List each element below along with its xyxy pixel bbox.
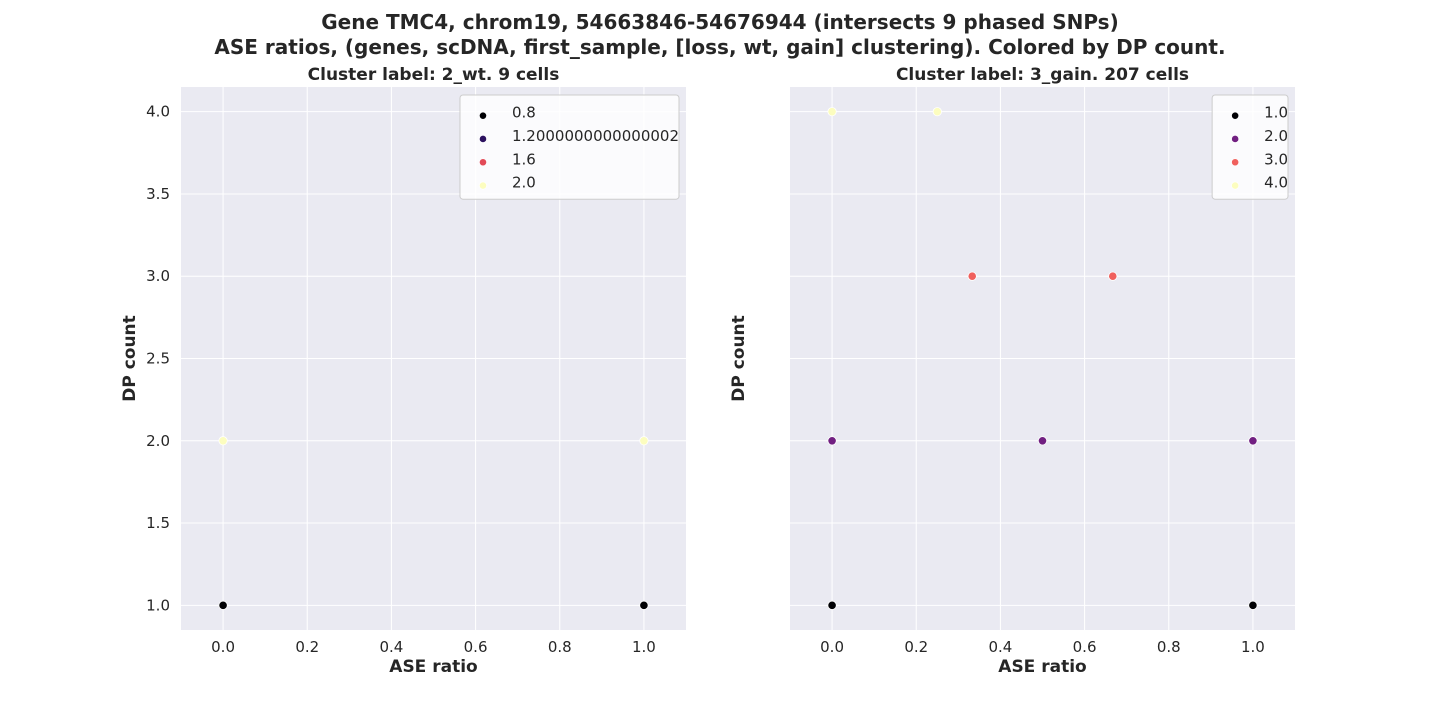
panel-title: Cluster label: 3_gain. 207 cells [896,65,1189,85]
legend-label: 1.0 [1264,104,1288,122]
y-tick-label: 1.5 [146,514,170,532]
data-point [1108,271,1118,281]
legend-marker [1231,158,1240,167]
data-point [1248,436,1258,446]
panel-1: 0.0 0.2 0.4 0.6 0.8 1.0 1.0 1.5 2.0 2.5 3.0 3.5 4.0 A… [120,65,686,677]
x-tick-label: 0.2 [295,638,319,656]
data-point [218,436,228,446]
legend-marker [479,135,487,143]
data-point [1248,600,1258,610]
legend-marker [1231,111,1240,120]
legend: 0.8 1.2000000000000002 1.6 2.0 [459,94,680,200]
data-point [639,600,649,610]
y-tick-label: 2.0 [146,432,170,450]
y-tick-label: 3.0 [146,267,170,285]
x-tick-label: 0.6 [1073,638,1097,656]
x-tick-label: 0.4 [988,638,1012,656]
legend-marker [479,181,487,190]
legend-frame [459,94,680,200]
legend-marker [479,158,487,167]
legend-label: 1.6 [512,150,536,168]
panel-2: 0.0 0.2 0.4 0.6 0.8 1.0 ASE ratio DP count Clust… [729,65,1295,677]
y-tick-label: 1.0 [146,596,170,614]
legend-label: 2.0 [1264,127,1288,145]
legend-frame [1211,94,1289,200]
x-tick-label: 0.4 [379,638,403,656]
legend-label: 4.0 [1264,174,1288,192]
figure-title-line-1: Gene TMC4, chrom19, 54663846-54676944 (i… [321,10,1119,34]
legend-marker [1231,135,1240,143]
data-point [639,436,649,446]
legend-marker [479,111,487,120]
legend-label: 3.0 [1264,150,1288,168]
legend: 1.0 2.0 3.0 4.0 [1211,94,1289,200]
x-tick-label: 1.0 [632,638,656,656]
y-tick-label: 2.5 [146,350,170,368]
data-point [932,107,942,117]
x-tick-label: 0.8 [548,638,572,656]
x-tick-label: 1.0 [1241,638,1265,656]
legend-label: 1.2000000000000002 [512,127,679,145]
figure-title-line-2: ASE ratios, (genes, scDNA, first_sample,… [214,35,1226,59]
y-tick-label: 4.0 [146,103,170,121]
y-tick-label: 3.5 [146,185,170,203]
y-axis-label: DP count [729,315,749,402]
x-tick-label: 0.8 [1157,638,1181,656]
legend-label: 2.0 [512,174,536,192]
legend-label: 0.8 [512,104,536,122]
panel-title: Cluster label: 2_wt. 9 cells [308,65,560,85]
x-tick-label: 0.0 [820,638,844,656]
data-point [1037,436,1048,446]
legend-marker [1231,181,1240,190]
data-point [827,107,837,117]
data-point [827,436,837,446]
x-axis-label: ASE ratio [389,657,477,677]
data-point [827,600,837,610]
x-tick-label: 0.0 [211,638,235,656]
data-point [967,271,977,281]
x-axis-label: ASE ratio [998,657,1086,677]
y-axis-label: DP count [120,315,140,402]
data-point [218,600,228,610]
x-tick-label: 0.6 [464,638,488,656]
x-tick-label: 0.2 [904,638,928,656]
